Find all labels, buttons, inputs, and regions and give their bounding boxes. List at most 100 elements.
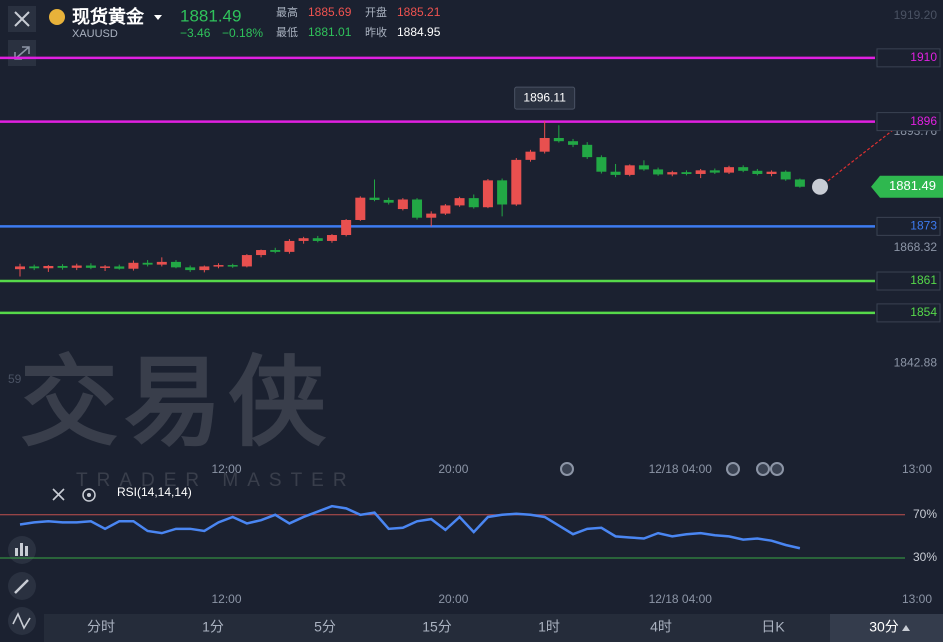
candle-body bbox=[695, 170, 706, 174]
level-label: 1896 bbox=[910, 114, 937, 128]
candle-body bbox=[596, 157, 607, 172]
candle-body bbox=[156, 261, 167, 265]
candle-body bbox=[369, 197, 380, 200]
tab[interactable]: 日K bbox=[761, 619, 785, 635]
candle-body bbox=[511, 159, 522, 205]
stat-label: 开盘 bbox=[365, 5, 387, 19]
annotation-line bbox=[819, 129, 894, 188]
candle-body bbox=[582, 144, 593, 158]
side-tools[interactable] bbox=[8, 536, 36, 635]
gold-icon bbox=[49, 9, 65, 25]
level-tag bbox=[876, 112, 941, 132]
candle-body bbox=[482, 180, 493, 208]
tab[interactable]: 1分 bbox=[202, 619, 224, 635]
candle-body bbox=[128, 262, 139, 269]
dropdown-arrow[interactable] bbox=[154, 15, 162, 20]
x-tick-label: 20:00 bbox=[438, 462, 468, 476]
candle-body bbox=[568, 141, 579, 145]
candle-body bbox=[454, 198, 465, 206]
price: 1881.49 bbox=[180, 6, 241, 25]
candle-body bbox=[638, 165, 649, 170]
title[interactable]: 现货黄金 bbox=[72, 6, 145, 27]
stat-label: 昨收 bbox=[365, 25, 387, 39]
candle-body bbox=[780, 171, 791, 180]
active-tab-bg bbox=[830, 614, 943, 642]
candle-body bbox=[326, 235, 337, 241]
tab-bar bbox=[44, 614, 943, 642]
tab[interactable]: 30分 bbox=[869, 619, 899, 635]
candle-body bbox=[426, 213, 437, 218]
stat-value: 1884.95 bbox=[397, 25, 441, 39]
candle-body bbox=[298, 238, 309, 241]
tab[interactable]: 1时 bbox=[538, 619, 560, 635]
candle-body bbox=[43, 265, 54, 269]
rsi-tick-label: 70% bbox=[913, 507, 937, 521]
candle-body bbox=[341, 219, 352, 236]
level-tag bbox=[876, 48, 941, 68]
expand-button[interactable] bbox=[8, 40, 36, 66]
stat-value: 1881.01 bbox=[308, 25, 352, 39]
close-button[interactable] bbox=[8, 6, 36, 32]
stat-value: 1885.69 bbox=[308, 5, 352, 19]
tab[interactable]: 分时 bbox=[87, 619, 115, 635]
candle-body bbox=[256, 250, 267, 256]
x-tick-label: 12/18 04:00 bbox=[649, 592, 713, 606]
time-markers[interactable] bbox=[560, 462, 784, 476]
candle-body bbox=[653, 169, 664, 175]
price-tag bbox=[871, 175, 943, 198]
watermark-sub: TRADER MASTER bbox=[76, 470, 356, 491]
candle-body bbox=[227, 265, 238, 267]
candle-body bbox=[100, 266, 111, 268]
candle-body bbox=[539, 138, 550, 152]
candle-body bbox=[170, 261, 181, 268]
candle-body bbox=[624, 165, 635, 175]
level-label: 1873 bbox=[910, 219, 937, 233]
level-label: 1861 bbox=[910, 273, 937, 287]
candle-body bbox=[284, 240, 295, 252]
tab[interactable]: 4时 bbox=[650, 619, 672, 635]
x-tick-label: 12/18 04:00 bbox=[649, 462, 713, 476]
candle-body bbox=[738, 167, 749, 171]
symbol: XAUUSD bbox=[72, 28, 118, 40]
candle-body bbox=[312, 238, 323, 241]
tab[interactable]: 5分 bbox=[314, 619, 336, 635]
candle-body bbox=[142, 262, 153, 265]
candle-body bbox=[213, 265, 224, 267]
info-icon[interactable] bbox=[812, 178, 828, 195]
candle-body bbox=[766, 171, 777, 174]
candle-body bbox=[355, 197, 366, 220]
candle-body bbox=[199, 266, 210, 271]
candle-body bbox=[794, 179, 805, 187]
x-tick-label: 20:00 bbox=[438, 592, 468, 606]
rsi-line bbox=[19, 504, 801, 550]
candle-body bbox=[241, 255, 252, 267]
candle-body bbox=[440, 205, 451, 214]
level-label: 1854 bbox=[910, 305, 937, 319]
candle-body bbox=[71, 265, 82, 268]
candle-body bbox=[412, 199, 423, 218]
x-tick-label: 12:00 bbox=[212, 592, 242, 606]
candle-body bbox=[468, 198, 479, 208]
time-right: 13:00 bbox=[902, 462, 932, 476]
rsi-tools[interactable] bbox=[52, 488, 96, 502]
candle-body bbox=[185, 267, 196, 271]
stat-value: 1885.21 bbox=[397, 5, 441, 19]
candle-body bbox=[724, 167, 734, 173]
tooltip-box bbox=[514, 86, 576, 110]
tab-arrow[interactable] bbox=[902, 625, 910, 631]
candle-body bbox=[397, 199, 408, 210]
y-tick-label: 1842.88 bbox=[894, 356, 938, 370]
candle-body bbox=[497, 180, 508, 205]
time-right: 13:00 bbox=[902, 592, 932, 606]
y-tick-label: 1919.20 bbox=[894, 8, 938, 22]
stat-label: 最低 bbox=[276, 26, 298, 39]
y-tick-label: 1868.32 bbox=[894, 240, 938, 254]
tab[interactable]: 15分 bbox=[422, 619, 452, 635]
candle-body bbox=[667, 172, 678, 175]
price-tag-label: 1881.49 bbox=[889, 178, 936, 193]
change: −3.46 bbox=[180, 26, 211, 40]
candle-body bbox=[681, 172, 692, 174]
